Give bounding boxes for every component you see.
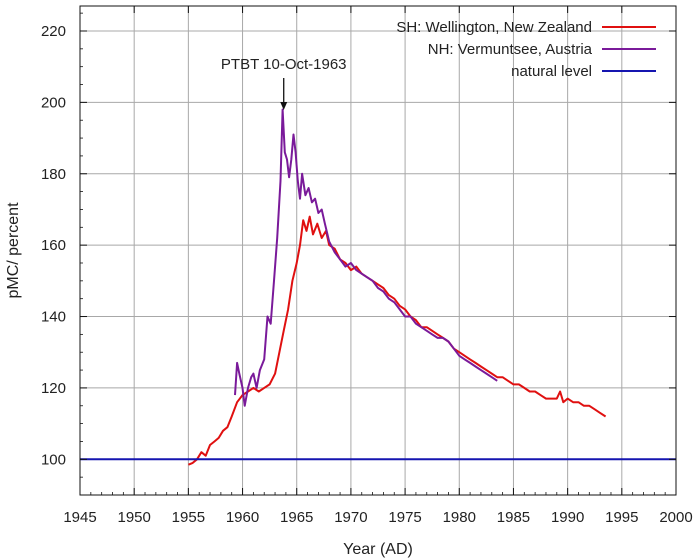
y-tick-label: 220 [41, 23, 66, 40]
x-tick-label: 1985 [497, 509, 530, 526]
x-tick-label: 1950 [117, 509, 150, 526]
x-tick-label: 1965 [280, 509, 313, 526]
y-tick-label: 200 [41, 94, 66, 111]
y-tick-label: 100 [41, 451, 66, 468]
x-tick-label: 1945 [63, 509, 96, 526]
y-tick-label: 180 [41, 166, 66, 183]
plot-frame [79, 5, 677, 496]
series-line-1 [188, 215, 607, 466]
annotation-arrow-head [280, 102, 288, 110]
x-tick-label: 2000 [659, 509, 692, 526]
y-tick-label: 120 [41, 380, 66, 397]
x-tick-label: 1975 [388, 509, 421, 526]
x-tick-label: 1995 [605, 509, 638, 526]
x-tick-label: 1980 [443, 509, 476, 526]
x-tick-label: 1960 [226, 509, 259, 526]
series-line-2 [234, 108, 498, 407]
legend-label-3: natural level [511, 63, 592, 80]
legend-label-1: SH: Wellington, New Zealand [396, 19, 592, 36]
x-tick-label: 1990 [551, 509, 584, 526]
x-axis-title: Year (AD) [343, 541, 413, 558]
y-tick-label: 160 [41, 237, 66, 254]
y-axis-title: pMC/ percent [5, 202, 22, 299]
y-tick-label: 140 [41, 309, 66, 326]
annotation-label: PTBT 10-Oct-1963 [221, 56, 347, 73]
legend-label-2: NH: Vermuntsee, Austria [428, 41, 593, 58]
axis-ticks: 1945 1950 1955 1960 1965 1970 1975 1980 1985 1990… [41, 6, 693, 526]
legend: SH: Wellington, New Zealand NH: Vermuntse… [396, 19, 656, 80]
series-layer [80, 108, 676, 466]
x-tick-label: 1955 [172, 509, 205, 526]
x-tick-label: 1970 [334, 509, 367, 526]
annotation: PTBT 10-Oct-1963 [221, 56, 347, 110]
